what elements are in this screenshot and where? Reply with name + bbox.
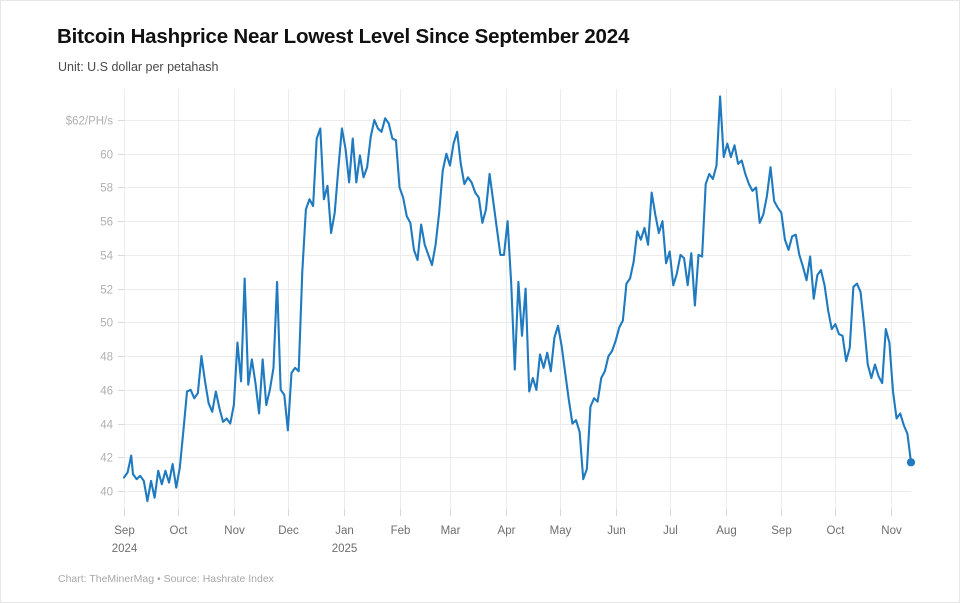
hashprice-line [122,95,913,503]
x-axis-year-label: 2025 [332,543,358,555]
x-axis-labels: Sep 2024 Oct Nov Dec Jan 2025 Feb Mar Apr May Jun Ju… [112,525,902,555]
x-axis-tick-label: Jun [607,525,626,537]
x-axis-tick-label: Sep [771,525,791,537]
x-axis-tick-label: Oct [170,525,189,537]
chart-source-credit: Chart: TheMinerMag • Source: Hashrate In… [58,573,274,585]
page-title: Bitcoin Hashprice Near Lowest Level Sinc… [57,25,630,48]
x-axis-year-label: 2024 [112,543,138,555]
y-axis-tick-label: 52 [100,285,113,297]
x-axis-tick-label: Oct [827,525,846,537]
x-axis-tick-label: Dec [278,525,299,537]
endpoint-marker [906,458,916,467]
chart-subtitle: Unit: U.S dollar per petahash [58,60,219,74]
vertical-gridlines [124,89,892,509]
y-axis-tick-label: 58 [100,183,113,195]
y-axis-tick-label: 42 [100,453,113,465]
y-axis-tick-label: 56 [100,217,113,229]
x-axis-tick-label: Jul [663,525,678,537]
y-axis-tick-label: 44 [100,420,113,432]
x-axis-tick-label: Nov [881,525,902,537]
y-axis-tick-label: 54 [100,251,113,263]
x-axis-tick-label: Jan [335,525,354,537]
y-axis-labels: 40 42 44 46 48 50 52 54 56 58 60 $62/PH/s [66,116,114,499]
x-axis-tickmarks [124,509,892,516]
y-axis-tick-label: 50 [100,318,113,330]
x-axis-tick-label: Aug [716,525,736,537]
y-axis-tick-label: $62/PH/s [66,116,114,128]
y-axis-tick-label: 60 [100,150,113,162]
y-axis-tick-label: 46 [100,386,113,398]
x-axis-tick-label: Sep [114,525,134,537]
y-axis-tick-label: 40 [100,487,113,499]
y-axis-tick-label: 48 [100,352,113,364]
x-axis-tick-label: Mar [441,525,461,537]
x-axis-tick-label: Feb [391,525,411,537]
x-axis-tick-label: Apr [498,525,516,537]
x-axis-tick-label: Nov [224,525,245,537]
x-axis-tick-label: May [550,525,572,537]
horizontal-gridlines [118,120,911,492]
